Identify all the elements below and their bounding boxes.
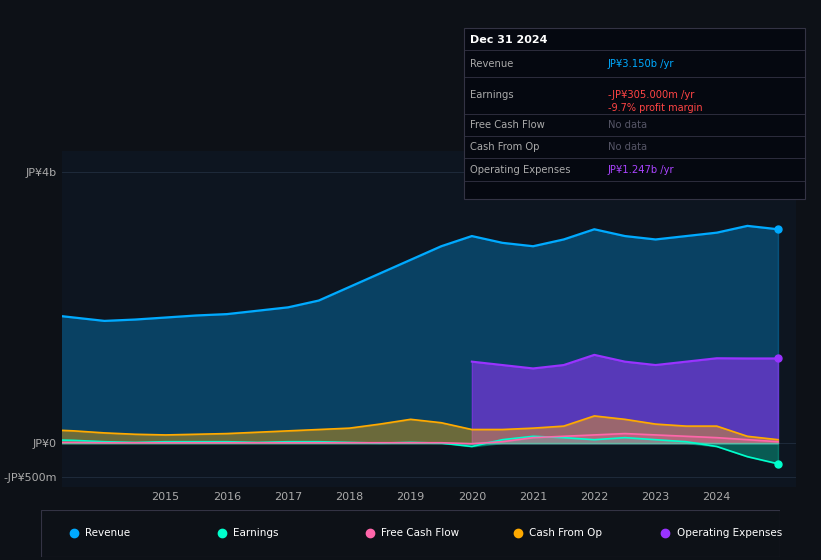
- Text: Earnings: Earnings: [470, 91, 514, 100]
- Text: Operating Expenses: Operating Expenses: [470, 165, 571, 175]
- Text: Earnings: Earnings: [233, 529, 278, 538]
- Text: Dec 31 2024: Dec 31 2024: [470, 35, 548, 45]
- Text: Operating Expenses: Operating Expenses: [677, 529, 782, 538]
- Text: No data: No data: [608, 142, 647, 152]
- Text: Cash From Op: Cash From Op: [529, 529, 602, 538]
- Text: JP¥3.150b /yr: JP¥3.150b /yr: [608, 59, 674, 69]
- Text: Revenue: Revenue: [470, 59, 514, 69]
- Text: -9.7% profit margin: -9.7% profit margin: [608, 103, 702, 113]
- Text: Cash From Op: Cash From Op: [470, 142, 540, 152]
- Text: Free Cash Flow: Free Cash Flow: [470, 120, 545, 130]
- Text: -JP¥305.000m /yr: -JP¥305.000m /yr: [608, 91, 694, 100]
- Text: Free Cash Flow: Free Cash Flow: [381, 529, 459, 538]
- Text: Revenue: Revenue: [85, 529, 131, 538]
- Text: JP¥1.247b /yr: JP¥1.247b /yr: [608, 165, 674, 175]
- Text: No data: No data: [608, 120, 647, 130]
